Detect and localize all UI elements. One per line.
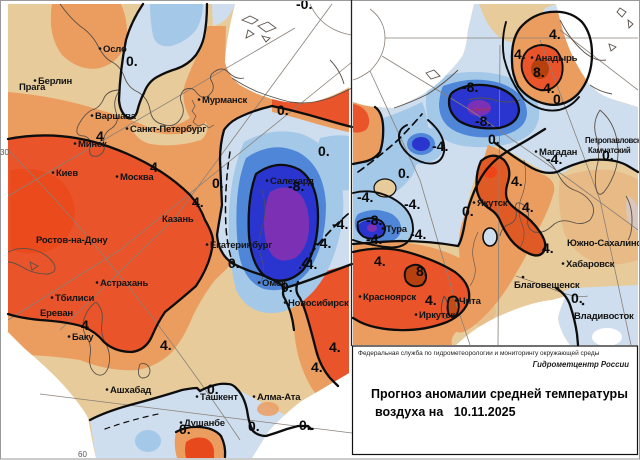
svg-text:-0.: -0. [296, 0, 312, 12]
svg-text:4.: 4. [192, 194, 204, 210]
svg-text:-4.: -4. [404, 196, 420, 212]
svg-text:Анадырь: Анадырь [535, 53, 578, 64]
svg-text:4.: 4. [522, 199, 534, 215]
svg-text:-4.: -4. [357, 189, 373, 205]
svg-text:0.: 0. [462, 203, 474, 219]
svg-text:-4.: -4. [366, 231, 382, 247]
svg-text:0.: 0. [179, 421, 191, 437]
svg-text:4.: 4. [329, 339, 341, 355]
svg-text:Санкт-Петербург: Санкт-Петербург [130, 124, 206, 135]
svg-text:-8.: -8. [462, 79, 478, 95]
svg-text:Прогноз аномалии средней темпе: Прогноз аномалии средней температуры [371, 387, 628, 401]
svg-text:Владивосток: Владивосток [574, 311, 634, 322]
svg-text:Магадан: Магадан [539, 147, 578, 158]
svg-text:Камчатский: Камчатский [588, 146, 631, 155]
svg-text:4: 4 [81, 317, 89, 333]
svg-text:30: 30 [0, 148, 9, 157]
svg-text:Душанбе: Душанбе [184, 418, 225, 429]
svg-text:60: 60 [78, 450, 87, 459]
svg-text:Ашхабад: Ашхабад [110, 385, 151, 396]
svg-text:Южно-Сахалинск: Южно-Сахалинск [567, 238, 640, 249]
svg-text:4.: 4. [150, 159, 162, 175]
svg-text:4: 4 [96, 128, 104, 144]
svg-text:Ереван: Ереван [40, 308, 73, 319]
svg-text:4.: 4. [511, 173, 523, 189]
svg-text:Ростов-на-Дону: Ростов-на-Дону [36, 235, 108, 246]
svg-text:-8.: -8. [366, 212, 382, 228]
svg-text:-4.: -4. [315, 235, 331, 251]
svg-text:0.: 0. [602, 147, 614, 163]
svg-text:Иркутск: Иркутск [419, 310, 455, 321]
svg-text:Минск: Минск [78, 139, 107, 150]
svg-text:4.: 4. [425, 292, 437, 308]
svg-text:-4.: -4. [332, 216, 348, 232]
svg-text:Ташкент: Ташкент [200, 392, 238, 403]
svg-text:0.: 0. [228, 255, 240, 271]
svg-text:Баку: Баку [72, 332, 94, 343]
svg-text:Красноярск: Красноярск [363, 292, 416, 303]
svg-text:4.: 4. [311, 359, 323, 375]
svg-text:Астрахань: Астрахань [100, 278, 148, 289]
svg-text:Москва: Москва [120, 172, 154, 183]
svg-text:Варшава: Варшава [95, 111, 137, 122]
svg-text:0.: 0. [248, 418, 260, 434]
svg-text:-4.: -4. [432, 138, 448, 154]
svg-text:Якутск: Якутск [477, 198, 508, 209]
svg-text:Гидрометцентр России: Гидрометцентр России [533, 360, 630, 369]
svg-text:-4.: -4. [546, 151, 562, 167]
svg-text:-4.: -4. [410, 226, 426, 242]
svg-text:Илирней: Илирней [471, 106, 490, 112]
svg-text:4.: 4. [543, 80, 555, 96]
svg-text:0.: 0. [398, 165, 410, 181]
svg-text:Петропавловск: Петропавловск [585, 136, 640, 145]
svg-text:0.: 0. [126, 53, 138, 69]
svg-text:Салехард: Салехард [270, 176, 314, 187]
svg-text:Тура: Тура [386, 224, 408, 235]
svg-text:Благовещенск: Благовещенск [514, 280, 580, 291]
svg-text:Чита: Чита [459, 296, 482, 307]
svg-text:4.: 4. [549, 26, 561, 42]
svg-text:Казань: Казань [162, 214, 194, 225]
svg-text:-4.: -4. [301, 256, 317, 272]
svg-text:Киев: Киев [56, 168, 78, 179]
svg-text:Федеральная служба по гидромет: Федеральная служба по гидрометеорологии … [358, 349, 600, 357]
svg-text:Новосибирск: Новосибирск [288, 298, 349, 309]
svg-text:Екатеринбург: Екатеринбург [210, 240, 272, 251]
svg-text:-8.: -8. [288, 178, 304, 194]
svg-text:0.: 0. [207, 381, 219, 397]
svg-text:Осло: Осло [103, 44, 127, 55]
svg-text:Мурманск: Мурманск [202, 95, 248, 106]
svg-text:Хабаровск: Хабаровск [566, 259, 615, 270]
svg-text:воздуха на 10.11.2025: воздуха на 10.11.2025 [375, 405, 516, 419]
svg-text:0.: 0. [281, 279, 293, 295]
svg-text:Прага: Прага [19, 82, 46, 93]
svg-text:8.: 8. [533, 64, 545, 80]
svg-text:0.: 0. [318, 143, 330, 159]
svg-text:-8.: -8. [475, 113, 491, 129]
svg-text:8.: 8. [416, 263, 428, 279]
svg-text:4.: 4. [374, 253, 386, 269]
svg-text:0..: 0.. [299, 417, 315, 433]
svg-text:0.: 0. [553, 91, 565, 107]
svg-text:4.: 4. [160, 337, 172, 353]
svg-text:0.: 0. [212, 175, 224, 191]
svg-text:Алма-Ата: Алма-Ата [257, 392, 301, 403]
svg-text:0.: 0. [488, 131, 500, 147]
svg-text:4.: 4. [514, 46, 526, 62]
svg-text:Берлин: Берлин [38, 76, 73, 87]
svg-text:Омск: Омск [262, 278, 286, 289]
svg-text:4.: 4. [542, 240, 554, 256]
svg-text:0.: 0. [277, 102, 289, 118]
svg-text:Тбилиси: Тбилиси [55, 293, 94, 304]
svg-text:0.: 0. [571, 290, 583, 306]
